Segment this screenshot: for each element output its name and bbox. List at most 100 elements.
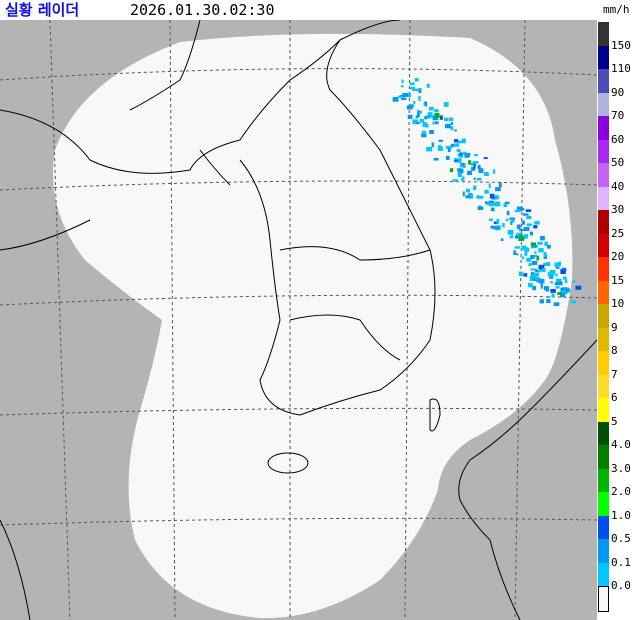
echo-cell [462, 151, 467, 156]
echo-cell [531, 260, 538, 265]
echo-cell [551, 270, 555, 274]
legend-swatch [598, 233, 609, 258]
echo-cell [457, 173, 463, 178]
echo-cell [551, 293, 555, 298]
echo-cell [570, 300, 576, 304]
echo-cell [509, 235, 514, 239]
echo-cell [421, 133, 427, 138]
echo-cell [483, 172, 489, 177]
echo-cell [518, 236, 524, 242]
echo-cell [426, 114, 433, 118]
echo-cell [432, 121, 435, 125]
legend-label: 10 [611, 297, 625, 310]
echo-cell [445, 124, 451, 129]
echo-cell [534, 254, 538, 258]
echo-cell [553, 302, 560, 307]
echo-cell [493, 169, 496, 174]
echo-cell [469, 193, 474, 199]
echo-cell [461, 138, 466, 144]
echo-cell [456, 149, 461, 153]
echo-cell [438, 144, 442, 150]
legend-swatch [598, 163, 609, 187]
echo-cell [528, 263, 532, 267]
echo-cell [465, 195, 471, 199]
echo-cell [525, 209, 532, 212]
echo-cell [522, 213, 529, 216]
echo-cell [555, 286, 560, 289]
echo-cell [507, 229, 514, 235]
echo-cell [425, 123, 429, 128]
echo-cell [564, 279, 568, 284]
precipitation-echoes [392, 78, 582, 307]
echo-cell [434, 121, 439, 125]
echo-cell [521, 207, 525, 211]
radar-map[interactable] [0, 20, 597, 620]
echo-cell [418, 88, 422, 93]
echo-cell [418, 95, 421, 101]
echo-cell [491, 195, 498, 200]
echo-cell [471, 166, 476, 171]
echo-cell [521, 256, 524, 260]
echo-cell [489, 218, 493, 222]
echo-cell [495, 187, 501, 192]
echo-cell [532, 285, 537, 291]
legend-swatch [598, 210, 609, 234]
echo-cell [514, 246, 520, 249]
echo-cell [550, 281, 553, 284]
echo-cell [557, 292, 562, 295]
echo-cell [431, 142, 435, 148]
echo-cell [474, 153, 478, 157]
echo-cell [530, 268, 537, 271]
echo-cell [487, 201, 491, 206]
echo-cell [454, 129, 457, 132]
echo-cell [547, 296, 551, 299]
echo-cell [429, 130, 434, 135]
echo-cell [528, 282, 533, 288]
legend-swatch [598, 562, 609, 587]
echo-cell [538, 264, 545, 270]
echo-cell [523, 246, 528, 251]
echo-cell [472, 161, 479, 164]
echo-cell [459, 152, 463, 156]
echo-cell [506, 210, 510, 216]
echo-cell [444, 117, 449, 122]
echo-cell [490, 225, 496, 229]
legend-label: 70 [611, 109, 625, 122]
echo-cell [494, 195, 499, 200]
echo-cell [424, 101, 428, 107]
echo-cell [558, 281, 563, 286]
echo-cell [521, 220, 525, 225]
echo-cell [498, 182, 502, 188]
echo-cell [530, 272, 535, 277]
echo-cell [554, 262, 560, 268]
echo-cell [460, 162, 465, 167]
legend-swatch [598, 374, 609, 399]
echo-cell [406, 105, 413, 110]
echo-cell [545, 262, 551, 266]
legend-label: 3.0 [611, 461, 631, 475]
echo-cell [534, 251, 537, 254]
echo-cell [502, 223, 505, 228]
echo-cell [412, 88, 419, 91]
legend-label: 4.0 [611, 438, 631, 451]
legend-swatch [598, 304, 609, 328]
echo-cell [536, 255, 540, 261]
echo-cell [496, 218, 500, 224]
echo-cell [511, 219, 515, 223]
echo-cell [488, 200, 494, 203]
legend-label: 8 [611, 344, 618, 357]
echo-cell [473, 177, 476, 180]
legend-swatch [598, 398, 609, 422]
echo-cell [413, 100, 416, 105]
legend-label: 25 [611, 226, 625, 240]
echo-cell [488, 183, 491, 189]
legend-label: 0.1 [611, 555, 631, 569]
echo-cell [513, 250, 517, 255]
echo-cell [543, 251, 547, 257]
echo-cell [523, 273, 528, 277]
echo-cell [575, 285, 582, 290]
echo-cell [518, 271, 523, 277]
legend-swatch [598, 327, 609, 352]
echo-cell [493, 221, 499, 224]
echo-cell [477, 206, 484, 210]
